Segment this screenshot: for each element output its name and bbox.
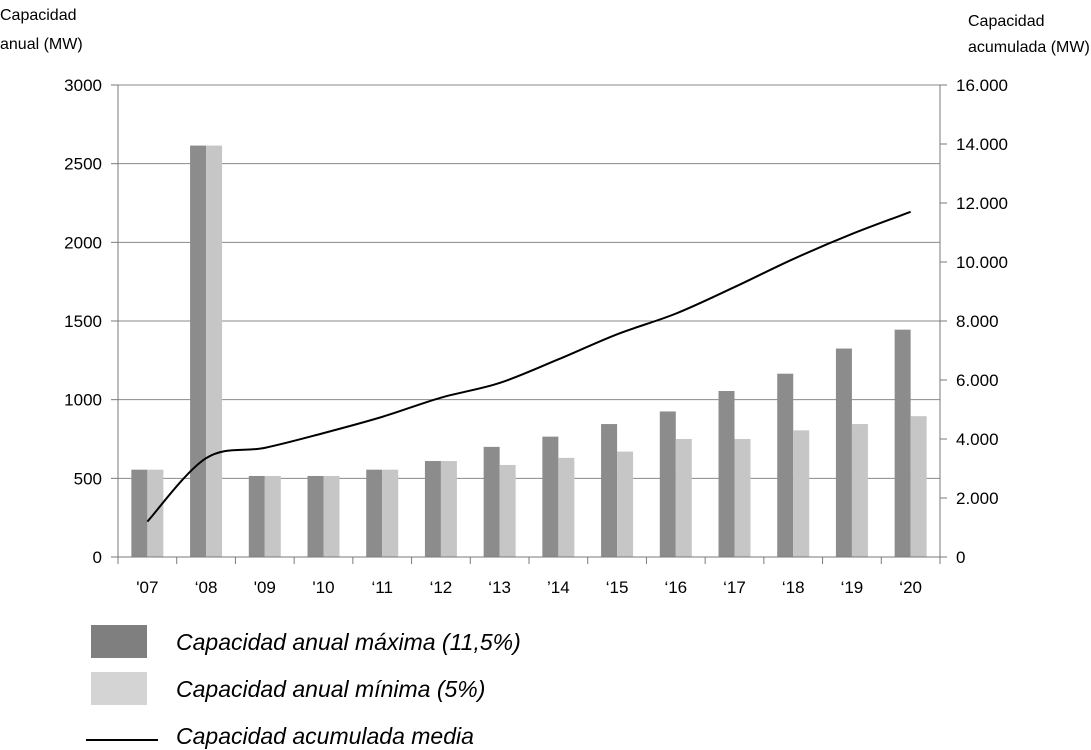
bar-max [366,469,383,557]
right-axis-tick-label: 8.000 [956,312,999,331]
bar-min [206,145,223,557]
bar-min [382,469,399,557]
x-axis-tick-label: ’14 [547,578,570,597]
bar-max [894,329,911,557]
bar-max [777,373,794,557]
axes [111,84,947,564]
tick-labels: 0 500 1000 1500 2000 2500 3000 0 2.000 4.000 6.000… [64,76,1008,597]
legend-label-cumulative: Capacidad acumulada media [176,723,474,749]
bar-max [248,475,265,557]
right-axis-tick-label: 0 [956,548,965,567]
x-axis-tick-label: ‘13 [488,578,511,597]
x-axis-tick-label: ‘12 [430,578,453,597]
left-axis-title-line2: anual (MW) [0,36,83,53]
bar-min [558,457,575,557]
left-axis-tick-label: 3000 [64,76,102,95]
bar-min [499,464,516,557]
x-axis-tick-label: ‘08 [195,578,218,597]
bar-max [659,411,676,557]
x-axis-tick-label: '09 [254,578,276,597]
x-axis-tick-label: ‘18 [782,578,805,597]
x-axis-tick-label: '10 [312,578,334,597]
x-axis-tick-label: ‘15 [606,578,629,597]
left-axis-tick-label: 2000 [64,233,102,252]
left-axis-tick-label: 1500 [64,312,102,331]
bar-min [675,439,692,557]
left-axis-tick-label: 0 [93,548,102,567]
left-axis-title-line1: Capacidad [0,7,77,24]
x-axis-tick-label: ‘11 [371,578,392,597]
left-axis-tick-label: 500 [74,469,102,488]
legend: Capacidad anual máxima (11,5%) Capacidad… [86,625,521,749]
legend-swatch-max [91,625,147,658]
bar-min [440,461,457,557]
bar-min [264,475,281,557]
bar-min [617,451,634,557]
right-axis-tick-label: 12.000 [956,194,1008,213]
right-axis-tick-label: 6.000 [956,371,999,390]
right-axis-title-line2: acumulada (MW) [968,39,1090,56]
right-axis-title-line1: Capacidad [968,13,1045,30]
x-axis-tick-label: ‘17 [723,578,746,597]
bar-max [835,348,852,557]
left-axis-tick-label: 1000 [64,391,102,410]
right-axis-tick-label: 16.000 [956,76,1008,95]
x-axis-tick-label: '07 [136,578,158,597]
bars-group [131,145,927,557]
bar-min [323,475,340,557]
bar-max [601,424,618,557]
x-axis-tick-label: ‘20 [899,578,922,597]
bar-max [424,461,441,557]
x-axis-tick-label: ‘16 [664,578,687,597]
legend-swatch-min [91,672,147,705]
right-axis-tick-label: 2.000 [956,489,999,508]
legend-label-max: Capacidad anual máxima (11,5%) [176,629,521,655]
bar-min [910,416,927,557]
bar-max [542,436,559,557]
bar-max [131,469,148,557]
bar-max [718,391,735,557]
right-axis-tick-label: 4.000 [956,430,999,449]
bar-max [190,145,207,557]
cumulative-line [146,210,911,523]
right-axis-tick-label: 14.000 [956,135,1008,154]
left-axis-tick-label: 2500 [64,155,102,174]
bar-min [851,424,868,557]
bar-max [483,446,500,557]
gridlines [118,84,940,479]
legend-label-min: Capacidad anual mínima (5%) [176,676,485,702]
right-axis-tick-label: 10.000 [956,253,1008,272]
x-axis-tick-label: ‘19 [841,578,864,597]
bar-max [307,475,324,557]
bar-min [734,439,751,557]
bar-min [793,430,810,557]
